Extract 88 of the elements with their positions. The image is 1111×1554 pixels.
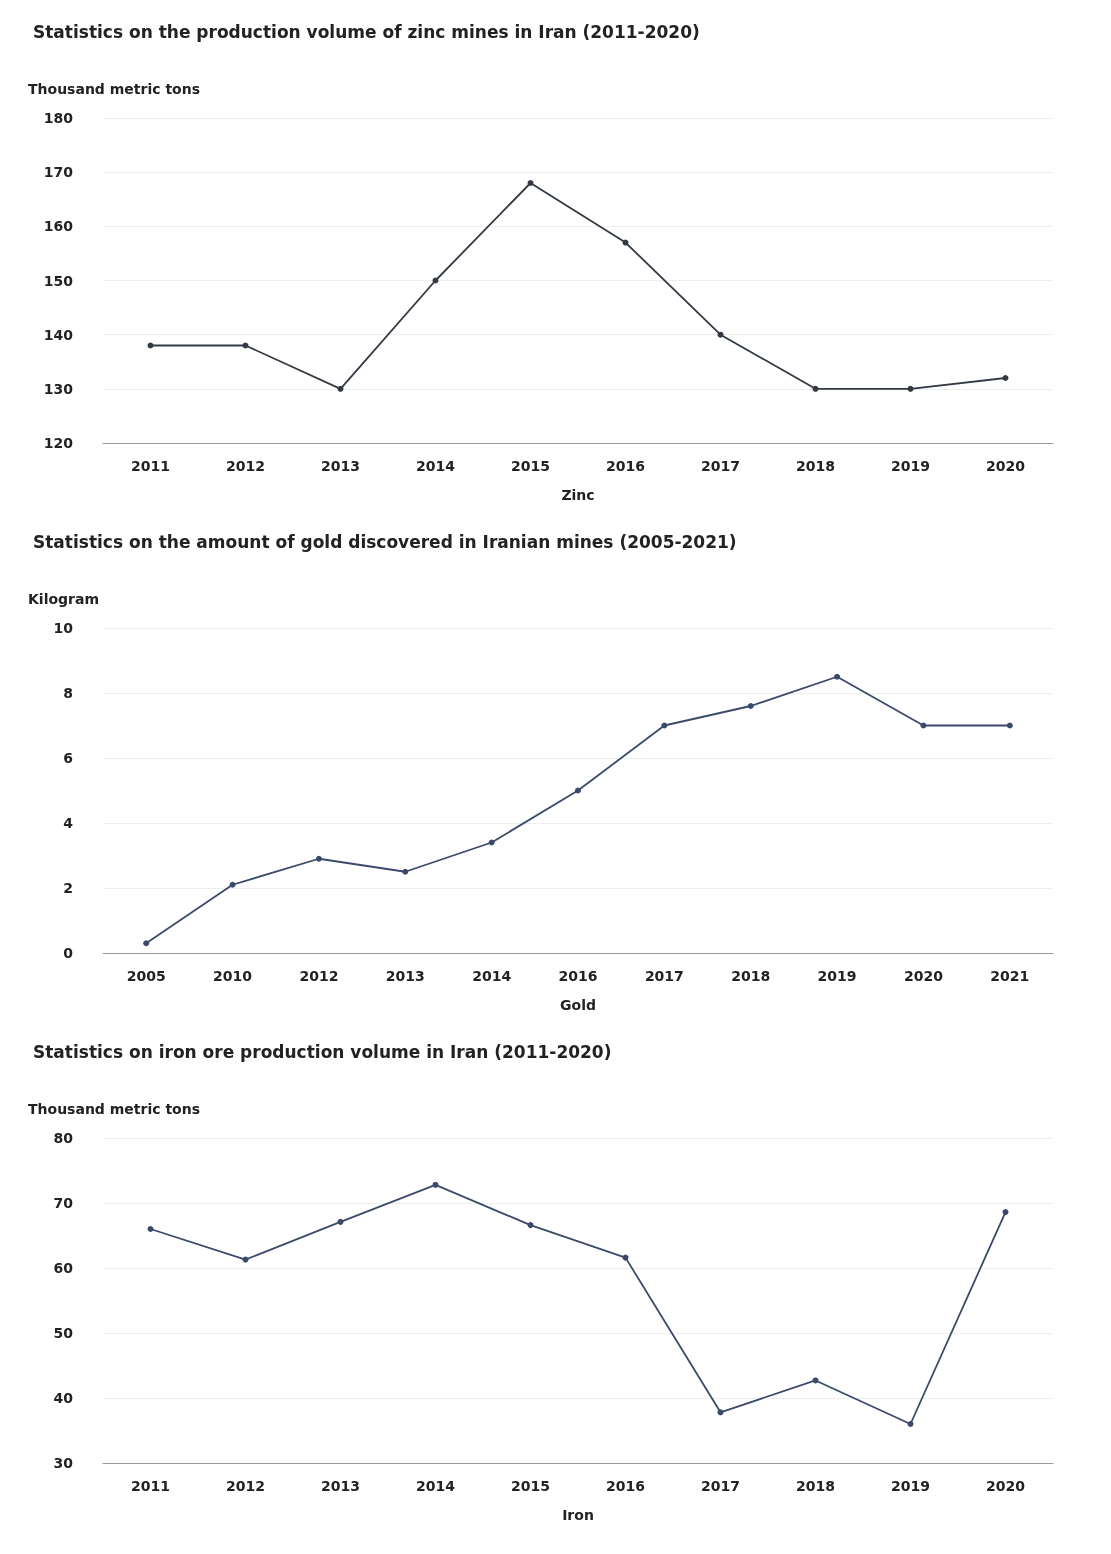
y-tick-label: 80 (53, 1130, 74, 1146)
x-tick-label: 2013 (321, 1478, 360, 1494)
point (527, 1222, 534, 1229)
x-tick-label: 2005 (126, 968, 166, 984)
point (622, 1254, 629, 1261)
point (432, 1181, 439, 1188)
x-tick-label: 2017 (644, 968, 684, 984)
x-tick-label: 2019 (891, 1478, 930, 1494)
y-tick-label: 120 (43, 435, 74, 451)
chart-title: Statistics on the amount of gold discovered in Iranian mines (2005-2021) (33, 531, 737, 552)
x-tick-label: 2012 (226, 458, 265, 474)
point (337, 385, 344, 392)
point (747, 703, 754, 709)
x-tick-label: 2014 (416, 458, 456, 474)
point (907, 385, 914, 392)
chart-title: Statistics on iron ore production volume in Iran (2011-2020) (33, 1041, 612, 1062)
x-tick-label: 2017 (701, 1478, 740, 1494)
point (147, 1226, 154, 1232)
x-tick-label: 2011 (131, 1478, 170, 1494)
point (242, 342, 249, 349)
y-tick-label: 170 (43, 164, 74, 181)
y-tick-label: 70 (53, 1195, 74, 1211)
point (143, 940, 150, 947)
x-tick-label: 2010 (213, 968, 253, 984)
x-tick-label: 2012 (226, 1478, 265, 1494)
point (1002, 375, 1009, 381)
y-tick-label: 8 (63, 685, 73, 701)
y-tick-label: 0 (63, 945, 74, 961)
chart-title: Statistics on the production volume of zinc mines in Iran (2011-2020) (33, 21, 700, 42)
x-tick-label: 2012 (299, 968, 339, 984)
x-axis-title: Iron (562, 1507, 594, 1523)
x-axis-title: Gold (560, 997, 596, 1013)
y-axis-title: Thousand metric tons (28, 81, 201, 97)
x-tick-label: 2016 (558, 968, 598, 984)
y-axis-title: Kilogram (28, 591, 100, 607)
point (488, 839, 495, 846)
y-tick-label: 10 (53, 620, 74, 636)
x-tick-label: 2020 (903, 968, 944, 984)
x-tick-label: 2011 (131, 458, 170, 474)
point (432, 277, 439, 284)
x-tick-label: 2016 (606, 458, 645, 474)
point (907, 1421, 914, 1427)
point (717, 1409, 724, 1416)
x-tick-label: 2015 (511, 1478, 550, 1494)
x-tick-label: 2017 (701, 458, 740, 474)
x-tick-label: 2019 (817, 968, 857, 984)
x-tick-label: 2014 (472, 968, 512, 984)
x-tick-label: 2013 (321, 458, 360, 474)
x-tick-label: 2018 (796, 1478, 835, 1494)
y-tick-label: 160 (43, 218, 74, 235)
y-tick-label: 50 (53, 1325, 74, 1341)
x-axis-title: Zinc (561, 487, 595, 503)
y-tick-label: 40 (53, 1390, 74, 1406)
point (147, 342, 154, 349)
x-tick-label: 2015 (511, 458, 550, 474)
point (575, 787, 581, 794)
point (242, 1256, 249, 1263)
point (622, 239, 629, 246)
x-tick-label: 2019 (891, 458, 930, 474)
y-tick-label: 4 (63, 815, 74, 831)
y-tick-label: 2 (63, 880, 73, 896)
y-tick-label: 140 (43, 326, 74, 343)
point (812, 385, 819, 392)
y-tick-label: 180 (43, 110, 74, 126)
y-tick-label: 30 (53, 1455, 74, 1471)
point (1006, 722, 1013, 729)
point (337, 1218, 344, 1225)
y-axis-title: Thousand metric tons (28, 1101, 201, 1117)
x-tick-label: 2020 (986, 1478, 1026, 1494)
point (920, 722, 927, 729)
x-tick-label: 2018 (796, 458, 835, 474)
point (834, 673, 841, 680)
x-tick-label: 2018 (731, 968, 771, 984)
x-tick-label: 2020 (986, 458, 1026, 474)
point (812, 1377, 819, 1384)
point (1002, 1209, 1009, 1216)
x-tick-label: 2021 (990, 968, 1030, 984)
point (315, 855, 322, 862)
y-tick-label: 130 (43, 380, 74, 397)
y-tick-label: 6 (63, 750, 73, 766)
x-tick-label: 2016 (606, 1478, 645, 1494)
y-tick-label: 150 (43, 272, 74, 289)
x-tick-label: 2014 (416, 1478, 456, 1494)
y-tick-label: 60 (53, 1260, 74, 1276)
point (229, 881, 236, 888)
point (402, 868, 409, 875)
point (527, 180, 534, 186)
x-tick-label: 2013 (385, 968, 425, 984)
